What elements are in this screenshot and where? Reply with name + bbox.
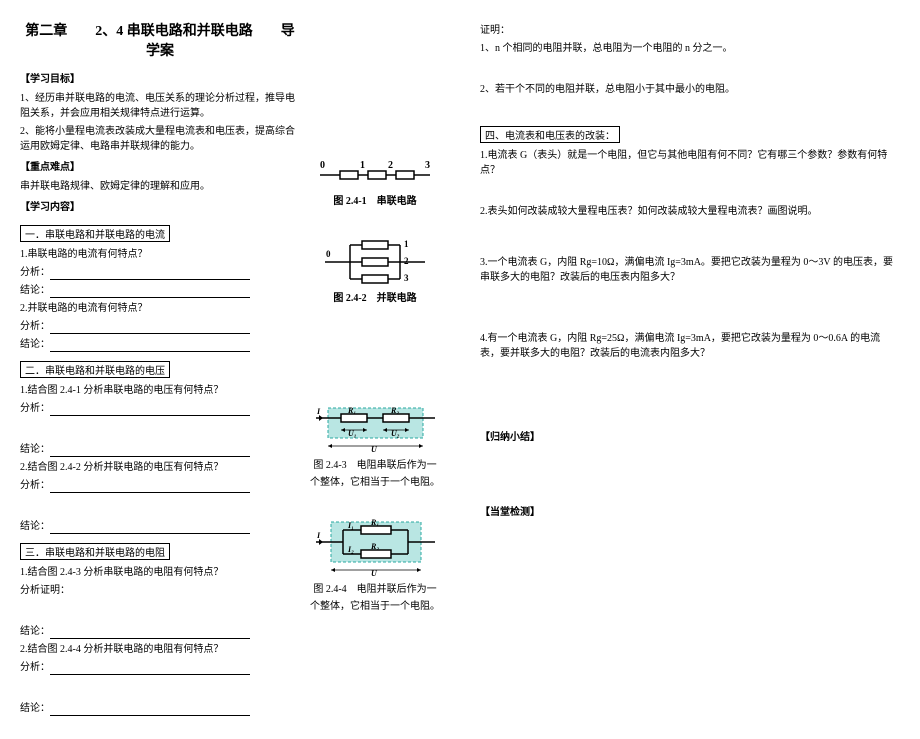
q-parallel-resist: 2.结合图 2.4-4 分析并联电路的电阻有何特点？ (20, 642, 300, 657)
label-proof: 证明： (480, 23, 900, 38)
box-section-2: 二．串联电路和并联电路的电压 (20, 361, 170, 378)
svg-text:I₁: I₁ (347, 521, 354, 530)
svg-text:R₁: R₁ (370, 518, 379, 527)
fig-caption-1: 图 2.4-1 串联电路 (310, 192, 440, 207)
label-analysis: 分析： (20, 480, 50, 491)
blank-line (50, 480, 250, 493)
blank-line (50, 444, 250, 457)
q-meter-params: 1.电流表 G（表头）就是一个电阻，但它与其他电阻有何不同？它有哪三个参数？参数… (480, 148, 900, 178)
label-conclusion: 结论： (20, 285, 50, 296)
svg-text:I: I (316, 407, 321, 416)
fig-caption-4b: 个整体，它相当于一个电阻。 (310, 597, 440, 612)
label-analysis: 分析： (20, 321, 50, 332)
label-analysis: 分析： (20, 662, 50, 673)
page-title: 第二章 2、4 串联电路和并联电路 导学案 (20, 20, 300, 60)
proof-line-1: 1、n 个相同的电阻并联，总电阻为一个电阻的 n 分之一。 (480, 41, 900, 56)
obj-line-1: 1、经历串并联电路的电流、电压关系的理论分析过程，推导电阻关系，并会应用相关规律… (20, 91, 300, 121)
blank-line (50, 321, 250, 334)
q-voltmeter-calc: 3.一个电流表 G，内阻 Rg=10Ω，满偏电流 Ig=3mA。要把它改装为量程… (480, 255, 900, 285)
q-parallel-voltage: 2.结合图 2.4-2 分析并联电路的电压有何特点？ (20, 460, 300, 475)
keypoints-line: 串并联电路规律、欧姆定律的理解和应用。 (20, 179, 300, 194)
box-section-3: 三．串联电路和并联电路的电阻 (20, 543, 170, 560)
svg-text:3: 3 (425, 160, 430, 171)
q-series-voltage: 1.结合图 2.4-1 分析串联电路的电压有何特点？ (20, 383, 300, 398)
svg-text:0: 0 (320, 160, 325, 171)
svg-text:I₂: I₂ (347, 545, 354, 554)
svg-text:2: 2 (404, 256, 409, 266)
fig-caption-4a: 图 2.4-4 电阻并联后作为一 (310, 580, 440, 595)
label-conclusion: 结论： (20, 703, 50, 714)
blank-line (50, 521, 250, 534)
head-keypoints: 【重点难点】 (20, 160, 300, 175)
fig-caption-3a: 图 2.4-3 电阻串联后作为一 (310, 456, 440, 471)
label-analysis-proof: 分析证明： (20, 583, 300, 598)
label-analysis: 分析： (20, 403, 50, 414)
q-series-resist: 1.结合图 2.4-3 分析串联电路的电阻有何特点？ (20, 565, 300, 580)
blank-line (50, 285, 250, 298)
proof-line-2: 2、若干个不同的电阻并联，总电阻小于其中最小的电阻。 (480, 82, 900, 97)
svg-text:R₁: R₁ (347, 406, 356, 415)
fig-caption-2: 图 2.4-2 并联电路 (310, 289, 440, 304)
blank-line (50, 403, 250, 416)
svg-text:1: 1 (404, 239, 409, 249)
figure-series-circuit: 0 1 2 3 图 2.4-1 串联电路 (310, 160, 440, 207)
blank-line (50, 267, 250, 280)
svg-text:R₂: R₂ (370, 542, 379, 551)
blank-line (50, 662, 250, 675)
figure-series-resist: I R₁ R₂ U₁ U₂ U 图 2.4-3 电阻串联后作为一 个整体，它相当… (310, 404, 440, 488)
head-summary: 【归纳小结】 (480, 430, 900, 445)
blank-line (50, 626, 250, 639)
svg-text:U₂: U₂ (391, 429, 400, 438)
obj-line-2: 2、能将小量程电流表改装成大量程电流表和电压表，提高综合运用欧姆定律、电路串并联… (20, 124, 300, 154)
head-objectives: 【学习目标】 (20, 72, 300, 87)
q-series-current: 1.串联电路的电流有何特点？ (20, 247, 300, 262)
svg-text:3: 3 (404, 273, 409, 283)
blank-line (50, 703, 250, 716)
svg-text:2: 2 (388, 160, 393, 171)
label-conclusion: 结论： (20, 444, 50, 455)
label-analysis: 分析： (20, 267, 50, 278)
figure-parallel-circuit: 0 1 2 3 图 2.4-2 并联电路 (310, 237, 440, 304)
head-check: 【当堂检测】 (480, 505, 900, 520)
svg-text:0: 0 (326, 249, 331, 259)
box-section-4: 四、电流表和电压表的改装： (480, 126, 620, 143)
fig-caption-3b: 个整体，它相当于一个电阻。 (310, 473, 440, 488)
q-parallel-current: 2.并联电路的电流有何特点？ (20, 301, 300, 316)
svg-text:R₂: R₂ (390, 406, 399, 415)
label-conclusion: 结论： (20, 339, 50, 350)
label-conclusion: 结论： (20, 626, 50, 637)
figure-parallel-resist: I I₁ I₂ R₁ R₂ U 图 2.4-4 电阻并联后作为一 个整体，它相当… (310, 518, 440, 612)
svg-text:U₁: U₁ (348, 429, 357, 438)
svg-text:I: I (316, 531, 321, 540)
head-content: 【学习内容】 (20, 200, 300, 215)
blank-line (50, 339, 250, 352)
q-meter-convert: 2.表头如何改装成较大量程电压表？如何改装成较大量程电流表？画图说明。 (480, 204, 900, 219)
box-section-1: 一．串联电路和并联电路的电流 (20, 225, 170, 242)
label-conclusion: 结论： (20, 521, 50, 532)
svg-text:1: 1 (360, 160, 365, 171)
q-ammeter-calc: 4.有一个电流表 G，内阻 Rg=25Ω，满偏电流 Ig=3mA，要把它改装为量… (480, 331, 900, 361)
